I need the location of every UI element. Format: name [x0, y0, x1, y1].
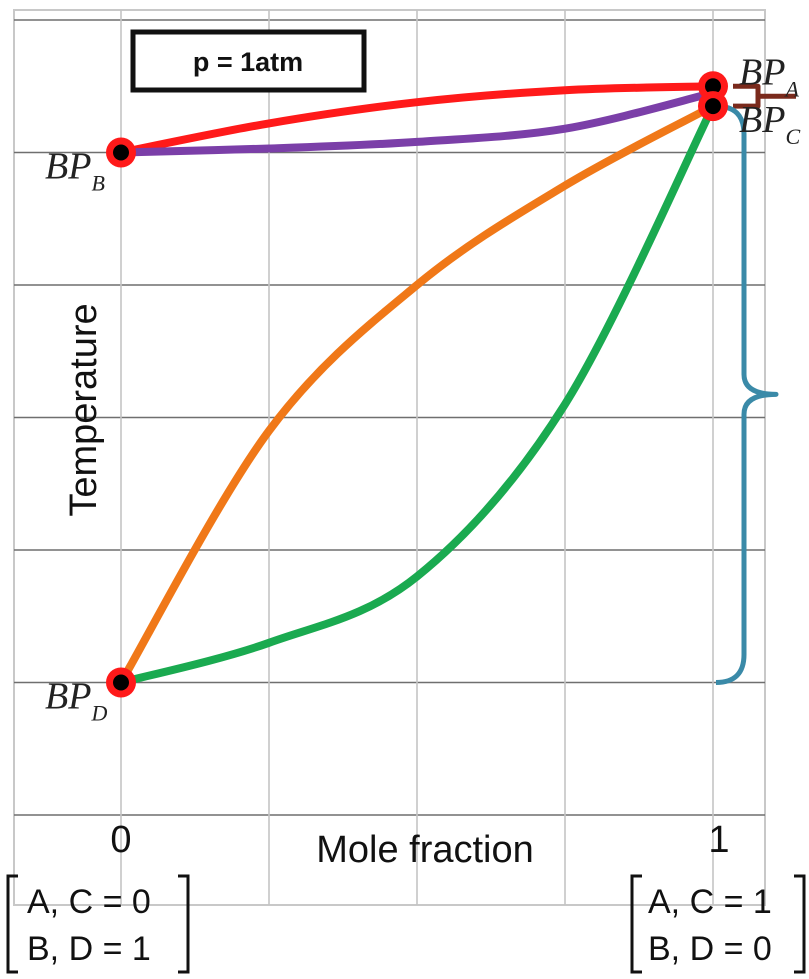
- bp-label-main: BP: [45, 676, 91, 718]
- brackets-group: [715, 83, 796, 685]
- x-axis-label: Mole fraction: [316, 829, 534, 871]
- series-line-1: [117, 82, 717, 157]
- bp-label-main: BP: [739, 99, 785, 141]
- plot-frame: [13, 9, 766, 906]
- series-line-3: [117, 102, 717, 687]
- left-bracket-open: [6, 874, 18, 974]
- bp-marker-dot-A: [705, 78, 721, 95]
- bp-marker-dot-D: [113, 674, 129, 691]
- right-bracket-open: [630, 874, 642, 974]
- composition-left: A, C = 0 B, D = 1: [6, 874, 190, 974]
- bp-label-main: BP: [739, 51, 785, 93]
- bracket-bp-c-to-bp-d: [715, 103, 779, 685]
- bp-label-subscript: B: [91, 171, 104, 196]
- composition-right-line1: A, C = 1: [648, 883, 772, 921]
- bp-label-subscript: C: [785, 124, 800, 149]
- bp-label-D: BPD: [45, 676, 107, 726]
- left-bracket-close: [178, 874, 190, 974]
- series-line-4: [117, 102, 717, 687]
- composition-left-line1: A, C = 0: [27, 883, 151, 921]
- bp-marker-dot-C: [705, 98, 721, 115]
- x-tick-label-0: 0: [110, 819, 131, 861]
- bp-label-main: BP: [45, 146, 91, 188]
- series-group: [117, 82, 717, 687]
- bp-label-subscript: A: [783, 76, 799, 101]
- bp-label-A: BPA: [739, 51, 799, 101]
- bp-label-B: BPB: [45, 146, 105, 196]
- composition-right: A, C = 1 B, D = 0: [630, 874, 806, 974]
- grid: [14, 10, 765, 905]
- bp-label-C: BPC: [739, 99, 800, 149]
- composition-right-line2: B, D = 0: [648, 930, 772, 968]
- right-bracket-close: [794, 874, 806, 974]
- bp-label-subscript: D: [90, 701, 107, 726]
- composition-left-line2: B, D = 1: [27, 930, 151, 968]
- x-tick-label-1: 1: [708, 819, 729, 861]
- bp-marker-dot-B: [113, 144, 129, 161]
- chart-title: p = 1atm: [193, 47, 303, 77]
- y-axis-label: Temperature: [63, 303, 105, 516]
- series-line-2: [117, 88, 717, 157]
- title-box: [130, 29, 367, 93]
- bracket-bp-a-to-bp-c: [733, 83, 796, 109]
